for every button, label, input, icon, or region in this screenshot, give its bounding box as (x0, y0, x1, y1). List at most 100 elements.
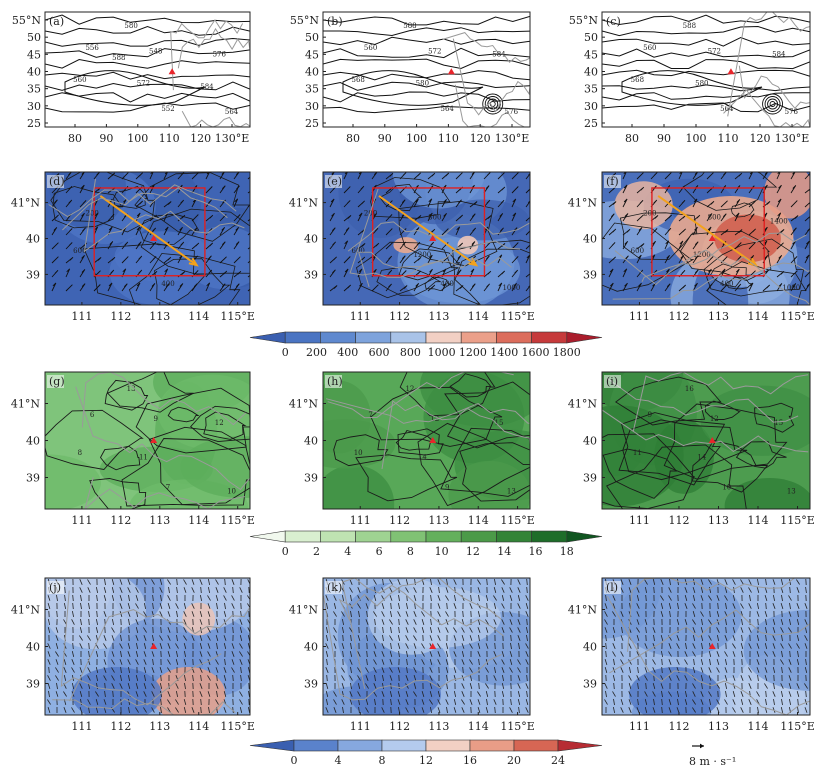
lat-tick-label: 41°N (568, 197, 597, 210)
wind-vector (789, 602, 791, 610)
wind-vector (692, 683, 696, 689)
wind-vector (88, 610, 90, 618)
colorbar-segment (355, 331, 392, 344)
wind-vector (159, 611, 163, 617)
wind-vector (79, 579, 83, 585)
wind-barb (483, 185, 490, 194)
height-contour (323, 27, 530, 37)
wind-vector (716, 683, 720, 689)
wind-vector (365, 698, 369, 706)
contour-line (705, 400, 741, 420)
wind-barb (329, 256, 337, 264)
wind-vector (684, 651, 688, 657)
wind-vector (437, 595, 441, 601)
wind-vector (716, 658, 720, 666)
wind-vector (381, 602, 385, 610)
wind-vector (637, 666, 639, 674)
wind-vector (127, 579, 131, 585)
wind-vector (486, 602, 488, 610)
wind-barb (650, 215, 659, 222)
contour-line (440, 427, 530, 497)
wind-vector (526, 578, 528, 586)
wind-vector (159, 683, 163, 689)
station-marker (168, 68, 176, 75)
wind-vector (701, 682, 703, 690)
contour-label: 12 (710, 415, 719, 423)
panel-letter-bg (325, 375, 342, 388)
wind-vector (128, 626, 130, 634)
contour-label: 200 (85, 210, 98, 218)
contour-line (333, 434, 389, 467)
wind-barb (455, 255, 462, 264)
wind-vector (111, 595, 115, 601)
wind-vector (796, 635, 800, 641)
wind-barb (804, 283, 810, 292)
wind-vector (517, 627, 521, 633)
wind-vector (429, 635, 433, 641)
wind-vector (661, 666, 663, 674)
wind-barb (678, 254, 685, 264)
contour-label: 1000 (502, 284, 520, 292)
wind-vector (485, 627, 489, 633)
station-marker (429, 643, 437, 649)
wind-vector (613, 658, 615, 666)
wind-vector (740, 675, 744, 681)
wind-barb (636, 172, 644, 180)
wind-vector (95, 651, 99, 657)
wind-vector (341, 642, 345, 650)
wind-vector (232, 706, 234, 714)
wind-barb (622, 268, 628, 278)
height-contour (323, 81, 530, 91)
wind-vector (725, 691, 727, 697)
wind-vector (103, 699, 107, 705)
contour-line (417, 422, 530, 507)
wind-vector (56, 682, 58, 690)
lat-tick-label: 35 (584, 83, 598, 96)
wind-vector (429, 651, 433, 657)
wind-vector (413, 682, 417, 690)
lon-tick-label: 113 (149, 514, 170, 527)
lon-tick-label: 114 (188, 310, 209, 323)
contour-line (602, 433, 695, 509)
wind-vector (494, 579, 496, 585)
wind-vector (413, 635, 417, 641)
wind-vector (477, 579, 481, 585)
wind-vector (517, 675, 521, 681)
wind-vector (652, 682, 656, 690)
wind-vector (796, 683, 800, 689)
wind-barb (790, 215, 799, 222)
wind-vector (668, 659, 672, 665)
wind-vector (526, 586, 528, 594)
wind-vector (644, 618, 648, 626)
wind-vector (604, 683, 608, 689)
wind-vector (167, 699, 171, 705)
wind-vector (454, 595, 456, 601)
province-border (170, 19, 244, 91)
wind-vector (772, 626, 776, 634)
contour-line (370, 386, 503, 447)
wind-vector (652, 667, 656, 673)
wind-vector (437, 659, 441, 665)
wind-vector (374, 586, 376, 594)
wind-vector (740, 642, 744, 650)
wind-vector (159, 578, 163, 586)
wind-vector (620, 707, 624, 713)
province-border (84, 477, 245, 509)
wind-vector (692, 635, 696, 641)
wind-vector (326, 635, 328, 641)
wind-vector (167, 667, 171, 673)
wind-vector (103, 586, 107, 594)
wind-vector (453, 707, 457, 713)
colorbar-segment (531, 530, 568, 543)
wind-vector (676, 675, 680, 681)
wind-barb (608, 213, 615, 222)
wind-barb (622, 213, 629, 222)
wind-vector (461, 683, 465, 689)
wind-vector (135, 619, 139, 625)
wind-barb (107, 198, 113, 208)
wind-vector (509, 627, 513, 633)
wind-vector (757, 579, 759, 585)
wind-vector (437, 611, 441, 617)
